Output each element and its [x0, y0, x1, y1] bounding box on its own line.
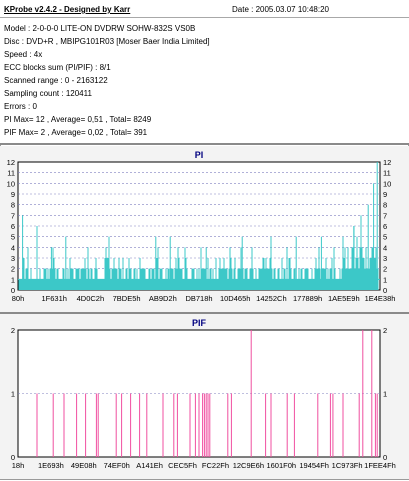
info-bottom-divider — [0, 143, 409, 145]
pi-y-tick-label-left: 6 — [11, 222, 15, 231]
pi-y-tick-label-right: 0 — [383, 286, 387, 295]
pif-x-tick-label: 1E693h — [38, 461, 64, 470]
pif-x-tick-label: CEC5Fh — [168, 461, 197, 470]
pi-x-tick-label: 80h — [12, 294, 25, 303]
pif-y-tick-label-left: 0 — [11, 453, 15, 462]
pi-chart-panel: PI 0 0 1 1 2 2 3 3 4 4 5 5 6 6 7 7 8 8 9 9 10 10 11 11 12 12 80h 1F6… — [0, 146, 409, 312]
pi-y-tick-label-left: 0 — [11, 286, 15, 295]
pi-y-tick-label-left: 2 — [11, 265, 15, 274]
pif-y-tick-label-left: 1 — [11, 390, 15, 399]
pi-y-tick-label-right: 3 — [383, 254, 387, 263]
pif-y-tick-label-right: 0 — [383, 453, 387, 462]
pi-x-tick-label: 1E4E38h — [365, 294, 396, 303]
pif-x-tick-label: 74EF0h — [104, 461, 130, 470]
pi-x-tick-label: 4D0C2h — [77, 294, 105, 303]
info-pif-stats: PIF Max= 2 , Average= 0,02 , Total= 391 — [4, 128, 148, 137]
pi-x-tick-label: 10D465h — [220, 294, 250, 303]
info-model: Model : 2-0-0-0 LITE-ON DVDRW SOHW-832S … — [4, 24, 196, 33]
pi-chart-title: PI — [195, 150, 204, 160]
pi-y-tick-label-left: 3 — [11, 254, 15, 263]
pi-y-tick-label-right: 8 — [383, 201, 387, 210]
pif-y-tick-label-right: 1 — [383, 390, 387, 399]
pif-x-tick-label: 49E08h — [71, 461, 97, 470]
info-errors: Errors : 0 — [4, 102, 37, 111]
info-pi-stats: PI Max= 12 , Average= 0,51 , Total= 8249 — [4, 115, 152, 124]
info-disc: Disc : DVD+R , MBIPG101R03 [Moser Baer I… — [4, 37, 210, 46]
pif-x-tick-label: A141Eh — [136, 461, 163, 470]
pi-x-tick-label: 7BDE5h — [113, 294, 141, 303]
pi-y-tick-label-right: 6 — [383, 222, 387, 231]
pi-x-tick-label: 14252Ch — [256, 294, 286, 303]
app-title: KProbe v2.4.2 - Designed by Karr — [4, 5, 131, 14]
pif-x-tick-label: 19454Fh — [299, 461, 329, 470]
pif-y-tick-label-right: 2 — [383, 326, 387, 335]
pif-x-tick-label: 1601F0h — [266, 461, 296, 470]
pi-y-tick-label-left: 7 — [11, 211, 15, 220]
info-sampling-count: Sampling count : 120411 — [4, 89, 92, 98]
pi-y-tick-label-right: 7 — [383, 211, 387, 220]
pif-x-tick-label: 1FEE4Fh — [364, 461, 396, 470]
pi-y-tick-label-right: 12 — [383, 158, 391, 167]
pif-x-tick-label: 1C973Fh — [332, 461, 363, 470]
pif-x-tick-label: FC22Fh — [202, 461, 229, 470]
pi-y-tick-label-left: 8 — [11, 201, 15, 210]
pif-x-tick-label: 12C9E6h — [233, 461, 264, 470]
pi-y-tick-label-right: 4 — [383, 243, 387, 252]
pi-y-tick-label-left: 12 — [7, 158, 15, 167]
disc-info-panel: KProbe v2.4.2 - Designed by Karr Date : … — [0, 0, 409, 144]
pif-chart-panel: PIF 0 0 1 1 2 2 18h 1E693h 49E08h 74EF0h A141Eh CEC5… — [0, 314, 409, 479]
pi-x-tick-label: 1AE5E9h — [328, 294, 360, 303]
pi-y-tick-label-left: 10 — [7, 179, 15, 188]
pif-y-tick-label-left: 2 — [11, 326, 15, 335]
info-scanned-range: Scanned range : 0 - 2163122 — [4, 76, 108, 85]
pi-y-tick-label-right: 9 — [383, 190, 387, 199]
pi-y-tick-label-left: 9 — [11, 190, 15, 199]
pif-chart-title: PIF — [192, 318, 207, 328]
pi-y-tick-label-right: 2 — [383, 265, 387, 274]
pif-x-tick-label: 18h — [12, 461, 25, 470]
pi-y-tick-label-left: 5 — [11, 233, 15, 242]
chart-divider — [0, 312, 409, 314]
pi-y-tick-label-right: 5 — [383, 233, 387, 242]
pi-x-tick-label: DB718h — [185, 294, 212, 303]
pif-chart: PIF 0 0 1 1 2 2 18h 1E693h 49E08h 74EF0h A141Eh CEC5… — [11, 318, 396, 470]
info-ecc-sum: ECC blocks sum (PI/PIF) : 8/1 — [4, 63, 111, 72]
pi-y-tick-label-right: 1 — [383, 275, 387, 284]
header-divider — [0, 17, 409, 18]
scan-date: Date : 2005.03.07 10:48:20 — [232, 5, 329, 14]
pi-y-tick-label-left: 1 — [11, 275, 15, 284]
pi-x-tick-label: 1F631h — [41, 294, 66, 303]
info-speed: Speed : 4x — [4, 50, 43, 59]
pi-x-tick-label: AB9D2h — [149, 294, 177, 303]
pi-y-tick-label-left: 4 — [11, 243, 15, 252]
pi-y-tick-label-right: 10 — [383, 179, 391, 188]
pi-y-tick-label-left: 11 — [7, 169, 15, 178]
pi-y-tick-label-right: 11 — [383, 169, 391, 178]
pi-x-tick-label: 177889h — [293, 294, 322, 303]
